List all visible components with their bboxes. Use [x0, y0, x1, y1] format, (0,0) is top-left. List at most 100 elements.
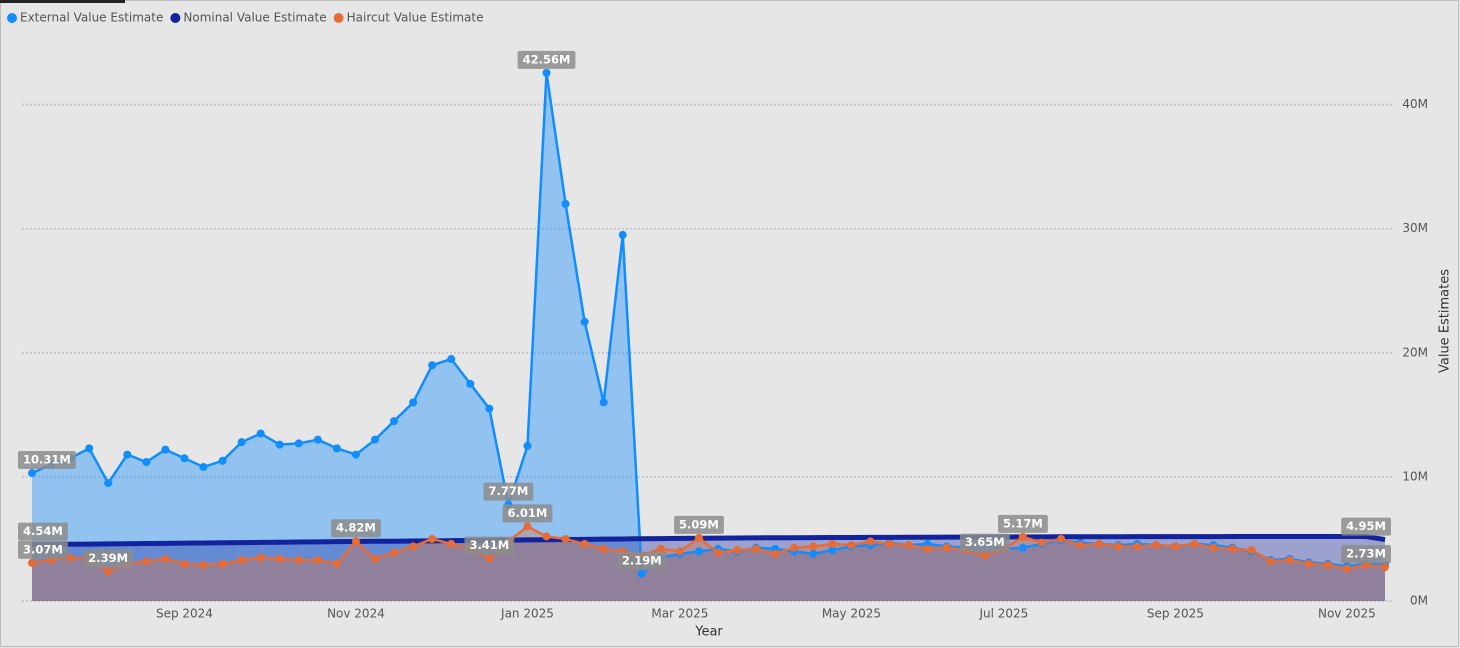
x-tick-label: Sep 2025 — [1147, 607, 1204, 621]
marker — [752, 544, 761, 553]
area — [32, 526, 1385, 601]
data-label: 3.07M — [23, 542, 63, 556]
marker — [218, 456, 227, 465]
marker — [485, 554, 494, 563]
x-tick-label: Nov 2024 — [327, 607, 385, 621]
data-label: 4.95M — [1346, 519, 1386, 533]
data-label-group: 2.19M — [616, 551, 667, 570]
data-label-group: 3.65M — [959, 533, 1010, 552]
marker — [199, 561, 208, 570]
data-label-bg — [18, 522, 68, 541]
marker — [733, 546, 742, 555]
marker — [809, 549, 818, 558]
marker — [275, 440, 284, 449]
y-axis-title: Value Estimates — [1438, 269, 1453, 373]
marker — [1018, 543, 1027, 552]
data-label-bg — [517, 50, 576, 69]
marker — [885, 539, 894, 548]
data-label-group: 2.39M — [83, 549, 134, 568]
marker — [447, 539, 456, 548]
marker — [1076, 541, 1085, 550]
x-axis-title: Year — [694, 625, 723, 640]
data-label: 4.82M — [336, 521, 376, 535]
marker — [561, 199, 570, 208]
marker — [104, 479, 113, 488]
marker — [1171, 542, 1180, 551]
x-tick-label: May 2025 — [822, 607, 881, 621]
data-label-group: 4.95M — [1341, 517, 1391, 536]
marker — [237, 556, 246, 565]
marker — [923, 544, 932, 553]
marker — [1228, 544, 1237, 553]
marker — [390, 548, 399, 557]
marker — [656, 544, 665, 553]
data-label: 5.09M — [679, 517, 719, 531]
marker — [1133, 542, 1142, 551]
marker — [561, 534, 570, 543]
data-label-bg — [674, 515, 724, 534]
marker — [351, 537, 360, 546]
marker — [180, 559, 189, 568]
marker — [409, 398, 418, 407]
marker — [218, 559, 227, 568]
marker — [1057, 534, 1066, 543]
marker — [237, 438, 246, 447]
data-label-group: 42.56M — [517, 50, 576, 69]
marker — [1342, 564, 1351, 573]
marker — [428, 361, 437, 370]
marker — [694, 533, 703, 542]
y-tick-label: 20M — [1402, 345, 1428, 359]
marker — [142, 557, 151, 566]
marker — [332, 444, 341, 453]
marker — [828, 546, 837, 555]
marker — [409, 542, 418, 551]
data-label-group: 7.77M — [483, 482, 534, 501]
data-label-bg — [998, 514, 1048, 533]
marker — [580, 317, 589, 326]
marker — [714, 548, 723, 557]
data-label: 6.01M — [508, 506, 548, 520]
data-label-bg — [18, 451, 76, 470]
marker — [675, 547, 684, 556]
data-label-group: 4.82M — [331, 519, 381, 538]
data-label: 42.56M — [523, 52, 571, 66]
marker — [313, 556, 322, 565]
marker — [694, 547, 703, 556]
marker — [1323, 561, 1332, 570]
marker — [256, 553, 265, 562]
y-tick-label: 40M — [1402, 97, 1428, 111]
marker — [1266, 557, 1275, 566]
marker — [523, 522, 532, 531]
data-label-bg — [331, 519, 381, 538]
data-label: 5.17M — [1003, 516, 1043, 530]
area — [32, 536, 1385, 601]
marker — [294, 439, 303, 448]
legend-label: Nominal Value Estimate — [183, 11, 326, 25]
marker — [790, 543, 799, 552]
marker — [809, 542, 818, 551]
marker — [1381, 563, 1389, 572]
marker — [542, 68, 551, 77]
data-label: 7.77M — [488, 484, 528, 498]
marker — [580, 539, 589, 548]
data-label-group: 2.73M — [1341, 545, 1391, 564]
marker — [332, 559, 341, 568]
marker — [161, 445, 170, 454]
data-label-group: 3.07M — [18, 540, 68, 559]
marker — [637, 569, 646, 578]
marker — [1190, 539, 1199, 548]
data-label-bg — [83, 549, 134, 568]
area — [32, 72, 1385, 602]
marker — [28, 469, 36, 478]
x-tick-label: Nov 2025 — [1318, 607, 1376, 621]
marker — [599, 398, 608, 407]
marker — [275, 554, 284, 563]
marker — [1114, 542, 1123, 551]
marker — [828, 539, 837, 548]
marker — [542, 532, 551, 541]
legend-marker — [7, 13, 17, 23]
x-tick-label: Jan 2025 — [500, 607, 554, 621]
data-label-group: 3.41M — [464, 536, 515, 555]
marker — [294, 556, 303, 565]
